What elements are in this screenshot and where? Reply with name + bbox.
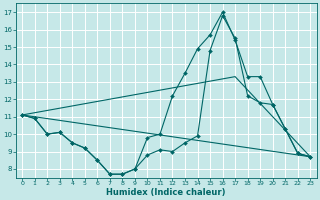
X-axis label: Humidex (Indice chaleur): Humidex (Indice chaleur) [107,188,226,197]
